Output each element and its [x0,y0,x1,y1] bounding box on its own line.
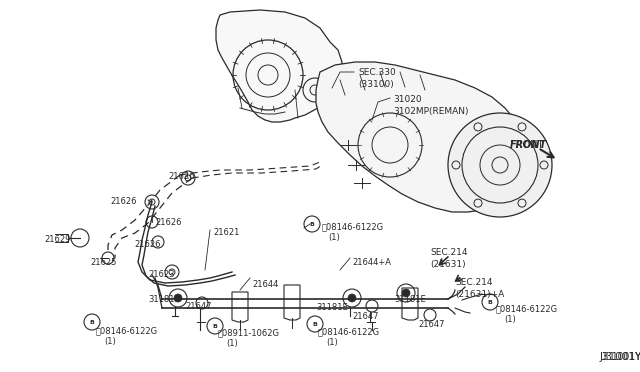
Text: 21626: 21626 [168,172,195,181]
Text: (21631): (21631) [430,260,466,269]
Circle shape [174,294,182,302]
Text: (1): (1) [328,233,340,242]
Text: 21626: 21626 [110,197,136,206]
Text: B: B [488,299,492,305]
Text: 31181E: 31181E [148,295,180,304]
Text: SEC.214: SEC.214 [455,278,493,287]
Text: B: B [212,324,218,328]
Text: Ⓑ08146-6122G: Ⓑ08146-6122G [496,304,558,313]
Text: 3102MP(REMAN): 3102MP(REMAN) [393,107,468,116]
Text: 21621: 21621 [213,228,239,237]
Text: 31181E: 31181E [316,303,348,312]
Circle shape [348,294,356,302]
Text: 21647: 21647 [185,302,211,311]
Text: B: B [310,221,314,227]
Text: 21644: 21644 [252,280,278,289]
Polygon shape [216,10,342,122]
Text: J31001Y6: J31001Y6 [600,352,640,362]
Text: 21644+A: 21644+A [352,258,391,267]
Text: 21647: 21647 [418,320,445,329]
Text: 21626: 21626 [134,240,161,249]
Text: (1): (1) [104,337,116,346]
Text: (33100): (33100) [358,80,394,89]
Circle shape [402,289,410,297]
Text: 21623: 21623 [148,270,175,279]
Text: B: B [90,320,95,324]
Text: 21625: 21625 [90,258,116,267]
Text: (1): (1) [326,338,338,347]
Text: 21629: 21629 [44,235,70,244]
Text: 31181E: 31181E [394,295,426,304]
Text: 21626: 21626 [155,218,182,227]
Text: (21631)+A: (21631)+A [455,290,504,299]
Text: SEC.330: SEC.330 [358,68,396,77]
Text: FRONT: FRONT [510,140,547,150]
Text: Ⓑ08911-1062G: Ⓑ08911-1062G [218,328,280,337]
Text: Ⓑ08146-6122G: Ⓑ08146-6122G [318,327,380,336]
Text: 21647: 21647 [352,312,378,321]
Text: J31001Y6: J31001Y6 [600,352,640,362]
Text: 31020: 31020 [393,95,422,104]
Text: (1): (1) [226,339,237,348]
Text: Ⓑ08146-6122G: Ⓑ08146-6122G [96,326,158,335]
Text: FRONT: FRONT [510,140,543,150]
Text: B: B [312,321,317,327]
Text: SEC.214: SEC.214 [430,248,467,257]
Circle shape [448,113,552,217]
Text: Ⓑ08146-6122G: Ⓑ08146-6122G [322,222,384,231]
Polygon shape [316,62,525,212]
Text: (1): (1) [504,315,516,324]
